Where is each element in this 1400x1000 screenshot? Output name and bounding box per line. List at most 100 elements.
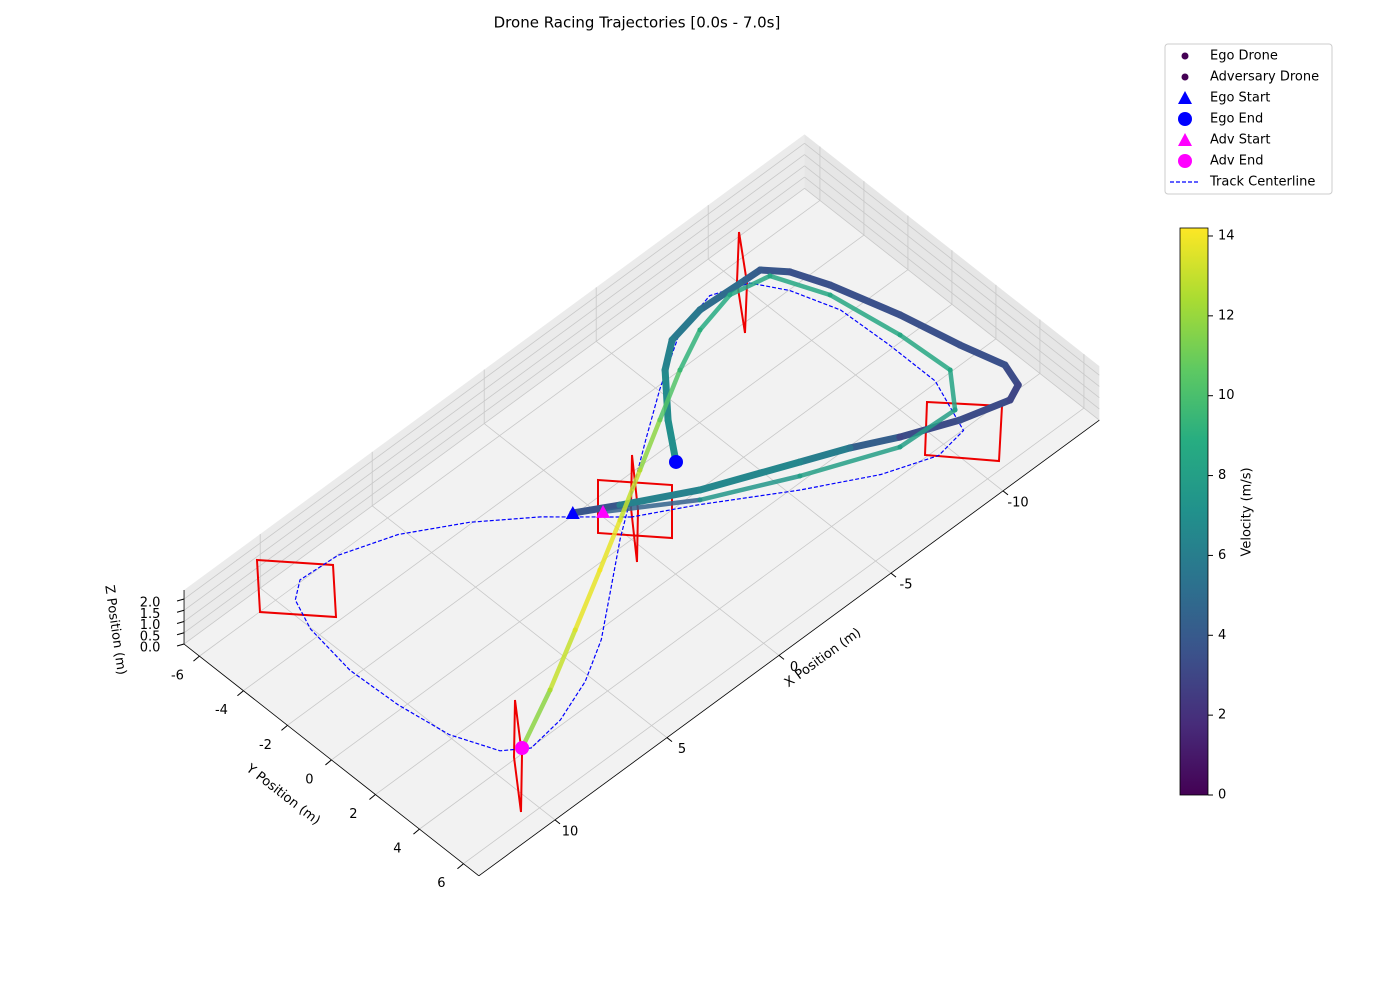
gate [512,699,524,813]
legend-marker [1178,154,1192,168]
tick-mark [176,598,185,602]
legend-marker [1181,52,1189,60]
trajectory-segment [897,407,958,450]
legend-label: Ego Start [1210,91,1270,106]
legend-marker [1178,91,1192,104]
x-tick-label: -5 [900,578,913,593]
trajectory-segment [696,458,804,494]
legend-box [1164,43,1333,195]
trajectory-point [697,327,703,333]
trajectory-segment [846,433,904,452]
colorbar [1179,227,1209,796]
x-tick-label: 0 [790,660,798,675]
colorbar-tick-label: 4 [1218,628,1226,643]
trajectory-point [664,416,672,424]
y-tick-label: 4 [393,842,401,857]
trajectory-segment [767,273,833,298]
tick-mark [176,621,185,625]
grid-line [183,165,805,622]
colorbar-tick-label: 6 [1218,548,1226,563]
y-axis-label: Y Position (m) [242,761,323,829]
tick-mark [325,759,332,766]
colorbar-tick-label: 14 [1218,228,1235,243]
trajectory-point [826,281,834,289]
trajectory-point [897,444,903,450]
trajectory-segment [661,336,676,374]
trajectory-segment [547,627,578,693]
trajectory-segment [697,292,733,333]
trajectory-segment [617,467,643,523]
trajectory-point [727,292,733,298]
grid-line [199,200,821,657]
tick-mark [890,572,897,578]
back-pane [184,134,805,645]
trajectory-segment [616,486,704,509]
trajectory-segment [1001,361,1022,389]
trajectory-point [696,306,704,314]
trajectory-point [896,433,904,441]
trajectory-segment [597,517,623,573]
tick-mark [778,655,785,660]
trajectory-point [637,467,643,473]
trajectory-point [896,311,904,319]
trajectory-segment [661,366,672,424]
trajectory-segment [677,327,703,373]
trajectory-segment [519,687,553,751]
tick-mark [237,690,244,697]
trajectory-point [897,332,903,338]
colorbar-ticks: 0 2 4 6 8 10 12 14 [1208,228,1235,803]
y-tick-label: 2 [349,807,357,822]
colorbar-label: Velocity (m/s) [1240,467,1255,556]
trajectory-point [657,417,663,423]
z-tick-label: 1.0 [140,618,161,633]
trajectory-point [597,567,603,573]
trajectory-segment [637,417,663,473]
grid-line [183,176,805,634]
trajectory-segment [786,268,834,289]
trajectory-segment [696,276,749,314]
tick-mark [554,819,561,825]
legend-label: Adversary Drone [1210,70,1319,85]
trajectory-point [1001,361,1009,369]
trajectory-point [796,458,804,466]
trajectory-segment [657,367,683,423]
trajectory-point [616,501,624,509]
legend-label: Ego Drone [1210,49,1278,64]
trajectory-point [956,416,964,424]
y-tick-label: 6 [437,876,445,891]
trajectory-segment [826,281,904,319]
trajectory-point [756,266,764,274]
trajectory-point [797,473,803,479]
trajectory-segment [956,341,1009,369]
y-tick-label: -4 [215,703,228,718]
track-centerline [294,282,965,752]
grid-line [804,176,1100,410]
trajectory-point [786,268,794,276]
legend-marker [1181,73,1189,81]
trajectory-point [827,292,833,298]
grid-line [243,234,865,692]
x-axis-line [478,419,1100,877]
end-marker [668,454,683,469]
y-tick-label: -2 [259,738,272,753]
trajectory-point [677,367,683,373]
tick-mark [193,655,200,662]
trajectory-segment [697,473,803,503]
trajectory-point [696,486,704,494]
grid-line [804,165,1100,398]
trajectory-point [1014,381,1022,389]
grid-line [804,188,1100,421]
trajectory-segment [796,444,854,466]
trajectory-point [661,366,669,374]
grid-line [463,407,1085,865]
trajectory-point [741,276,749,284]
trajectory-segment [727,273,773,298]
tick-mark [413,828,420,835]
trajectory-point [947,367,953,373]
tick-mark [176,643,185,647]
trajectory-segment [600,497,703,515]
colorbar-tick-label: 8 [1218,468,1226,483]
tick-mark [457,863,464,870]
tick-mark [1002,490,1009,496]
